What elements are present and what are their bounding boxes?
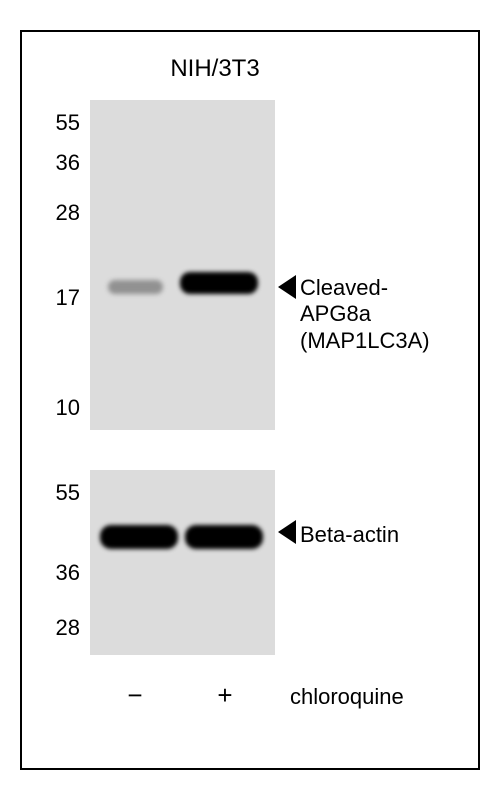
treatment-plus: + bbox=[195, 680, 255, 711]
top-blot-panel bbox=[90, 100, 275, 430]
mw-marker: 55 bbox=[40, 480, 80, 506]
band-dark bbox=[185, 525, 263, 549]
band-dark bbox=[180, 272, 258, 294]
cell-line-title: NIH/3T3 bbox=[140, 55, 290, 83]
pointer-arrow-icon bbox=[278, 520, 296, 544]
mw-marker: 10 bbox=[40, 395, 80, 421]
mw-marker: 28 bbox=[40, 615, 80, 641]
protein-label: Beta-actin bbox=[300, 522, 399, 548]
mw-marker: 36 bbox=[40, 560, 80, 586]
band-dark bbox=[100, 525, 178, 549]
mw-marker: 17 bbox=[40, 285, 80, 311]
treatment-minus: − bbox=[105, 680, 165, 711]
protein-label: Cleaved-APG8a(MAP1LC3A) bbox=[300, 275, 430, 354]
pointer-arrow-icon bbox=[278, 275, 296, 299]
mw-marker: 55 bbox=[40, 110, 80, 136]
band-faint bbox=[108, 280, 163, 294]
mw-marker: 36 bbox=[40, 150, 80, 176]
bottom-blot-panel bbox=[90, 470, 275, 655]
treatment-name: chloroquine bbox=[290, 684, 404, 710]
mw-marker: 28 bbox=[40, 200, 80, 226]
